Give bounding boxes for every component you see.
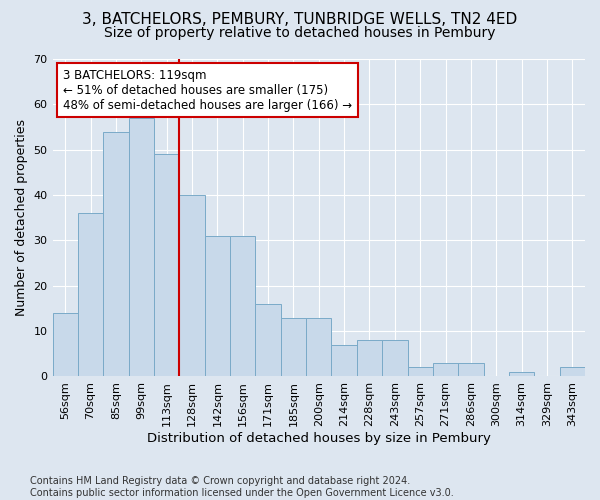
Bar <box>357 340 382 376</box>
Bar <box>256 304 281 376</box>
Bar <box>382 340 407 376</box>
Bar <box>128 118 154 376</box>
Bar <box>205 236 230 376</box>
Bar <box>306 318 331 376</box>
Bar <box>560 368 585 376</box>
Text: Size of property relative to detached houses in Pembury: Size of property relative to detached ho… <box>104 26 496 40</box>
Bar <box>78 213 103 376</box>
Bar <box>433 363 458 376</box>
Bar <box>154 154 179 376</box>
Bar <box>281 318 306 376</box>
Text: 3 BATCHELORS: 119sqm
← 51% of detached houses are smaller (175)
48% of semi-deta: 3 BATCHELORS: 119sqm ← 51% of detached h… <box>63 68 352 112</box>
Bar <box>509 372 534 376</box>
Bar <box>103 132 128 376</box>
Bar <box>458 363 484 376</box>
Y-axis label: Number of detached properties: Number of detached properties <box>15 119 28 316</box>
Bar <box>407 368 433 376</box>
X-axis label: Distribution of detached houses by size in Pembury: Distribution of detached houses by size … <box>147 432 491 445</box>
Bar <box>230 236 256 376</box>
Text: Contains HM Land Registry data © Crown copyright and database right 2024.
Contai: Contains HM Land Registry data © Crown c… <box>30 476 454 498</box>
Bar <box>53 313 78 376</box>
Bar <box>179 195 205 376</box>
Bar <box>331 344 357 376</box>
Text: 3, BATCHELORS, PEMBURY, TUNBRIDGE WELLS, TN2 4ED: 3, BATCHELORS, PEMBURY, TUNBRIDGE WELLS,… <box>82 12 518 28</box>
